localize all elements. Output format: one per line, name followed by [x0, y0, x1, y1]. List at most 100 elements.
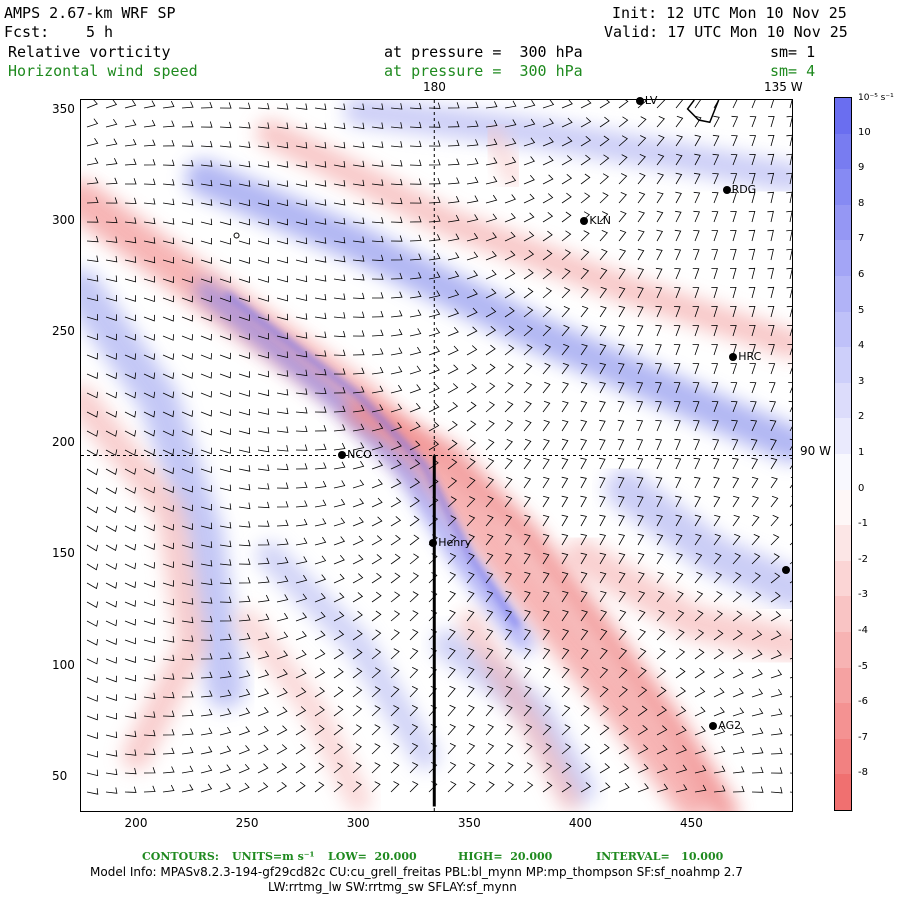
wind-barb: [713, 514, 721, 527]
wind-barb: [124, 236, 137, 244]
wind-barb: [352, 255, 365, 262]
wind-barb: [124, 217, 137, 224]
wind-barb: [618, 782, 630, 793]
wind-barb: [636, 362, 644, 375]
wind-barb: [447, 308, 460, 318]
wind-barb: [238, 614, 251, 622]
wind-barb: [162, 710, 175, 717]
wind-barb: [523, 457, 532, 470]
wind-barb: [219, 615, 232, 622]
colorbar-segment: [835, 240, 851, 277]
wind-barb: [124, 749, 137, 756]
wind-barb: [751, 476, 759, 489]
wind-barb: [561, 362, 570, 375]
wind-barb: [447, 458, 458, 470]
wind-barb: [655, 420, 662, 432]
wind-barb: [711, 192, 719, 204]
wind-barb: [238, 333, 250, 341]
wind-barb: [504, 325, 515, 337]
colorbar-segment: [835, 596, 851, 633]
wind-barb: [409, 403, 421, 413]
wind-barb: [257, 218, 270, 226]
wind-barb: [276, 407, 289, 415]
wind-barb: [618, 116, 629, 128]
wind-barb: [314, 256, 327, 263]
wind-barb: [124, 487, 137, 494]
wind-barb: [694, 533, 702, 546]
wind-barb: [523, 666, 532, 679]
wind-barb: [257, 427, 270, 434]
wind-barb: [580, 343, 588, 356]
wind-barb: [636, 381, 644, 394]
wind-barb: [655, 457, 663, 470]
wind-barb: [673, 382, 681, 394]
wind-barb: [786, 115, 792, 128]
wind-barb: [333, 141, 346, 149]
wind-barb: [618, 210, 627, 223]
wind-barb: [238, 763, 250, 774]
wind-barb: [390, 272, 403, 280]
x-tick-label: 250: [235, 816, 259, 830]
wind-barb: [599, 135, 610, 147]
wind-barb: [409, 459, 421, 470]
wind-barb: [219, 371, 231, 379]
wind-barb: [314, 462, 327, 470]
wind-barb: [390, 254, 403, 261]
wind-barb: [371, 705, 381, 717]
wind-barb: [694, 495, 701, 508]
wind-barb: [181, 218, 194, 225]
wind-barb: [770, 786, 783, 794]
wind-barb: [542, 743, 552, 755]
wind-barb: [561, 609, 569, 622]
wind-barb: [751, 727, 764, 736]
wind-barb: [219, 121, 232, 129]
wind-barb: [637, 210, 645, 223]
wind-barb: [219, 708, 232, 717]
station-label: NCO: [347, 447, 372, 461]
wind-barb: [371, 254, 384, 262]
wind-barb: [428, 686, 437, 698]
wind-barb: [86, 525, 99, 533]
wind-barb: [314, 275, 327, 282]
wind-barb: [105, 391, 118, 399]
wind-barb: [786, 172, 792, 185]
wind-barb: [768, 382, 776, 394]
wind-barb: [86, 275, 99, 282]
wind-barb: [732, 591, 742, 603]
wind-barb: [561, 457, 569, 470]
wind-barb: [200, 372, 212, 379]
wind-barb: [767, 305, 775, 318]
wind-barb: [447, 177, 460, 185]
wind-barb: [428, 234, 441, 242]
wind-barb: [580, 117, 592, 128]
wind-barb: [314, 574, 327, 584]
wind-barb: [599, 743, 610, 755]
wind-barb: [143, 448, 156, 456]
wind-barb: [713, 746, 726, 755]
wind-barb: [504, 704, 513, 717]
wind-barb: [257, 632, 270, 641]
wind-barb: [200, 597, 213, 604]
wind-barb: [428, 121, 441, 128]
wind-barb: [200, 314, 212, 322]
wind-barb: [314, 649, 326, 660]
colorbar-tick-label: 9: [858, 162, 865, 174]
wind-barb: [749, 172, 756, 185]
wind-barb: [409, 253, 422, 261]
wind-barb: [599, 552, 607, 565]
wind-barb: [542, 268, 553, 280]
wind-barb: [561, 400, 569, 413]
wind-barb: [409, 178, 422, 185]
wind-barb: [390, 516, 402, 527]
wind-barb: [276, 351, 289, 359]
wind-barb: [732, 649, 744, 660]
wind-barb: [618, 154, 628, 166]
wind-barb: [675, 191, 682, 204]
wind-barb: [786, 153, 792, 166]
wind-barb: [105, 138, 118, 147]
wind-barb: [787, 363, 792, 375]
colorbar-tick-label: 4: [858, 340, 865, 352]
wind-barb: [655, 438, 662, 451]
wind-barb: [276, 482, 289, 489]
wind-barb: [504, 609, 513, 622]
